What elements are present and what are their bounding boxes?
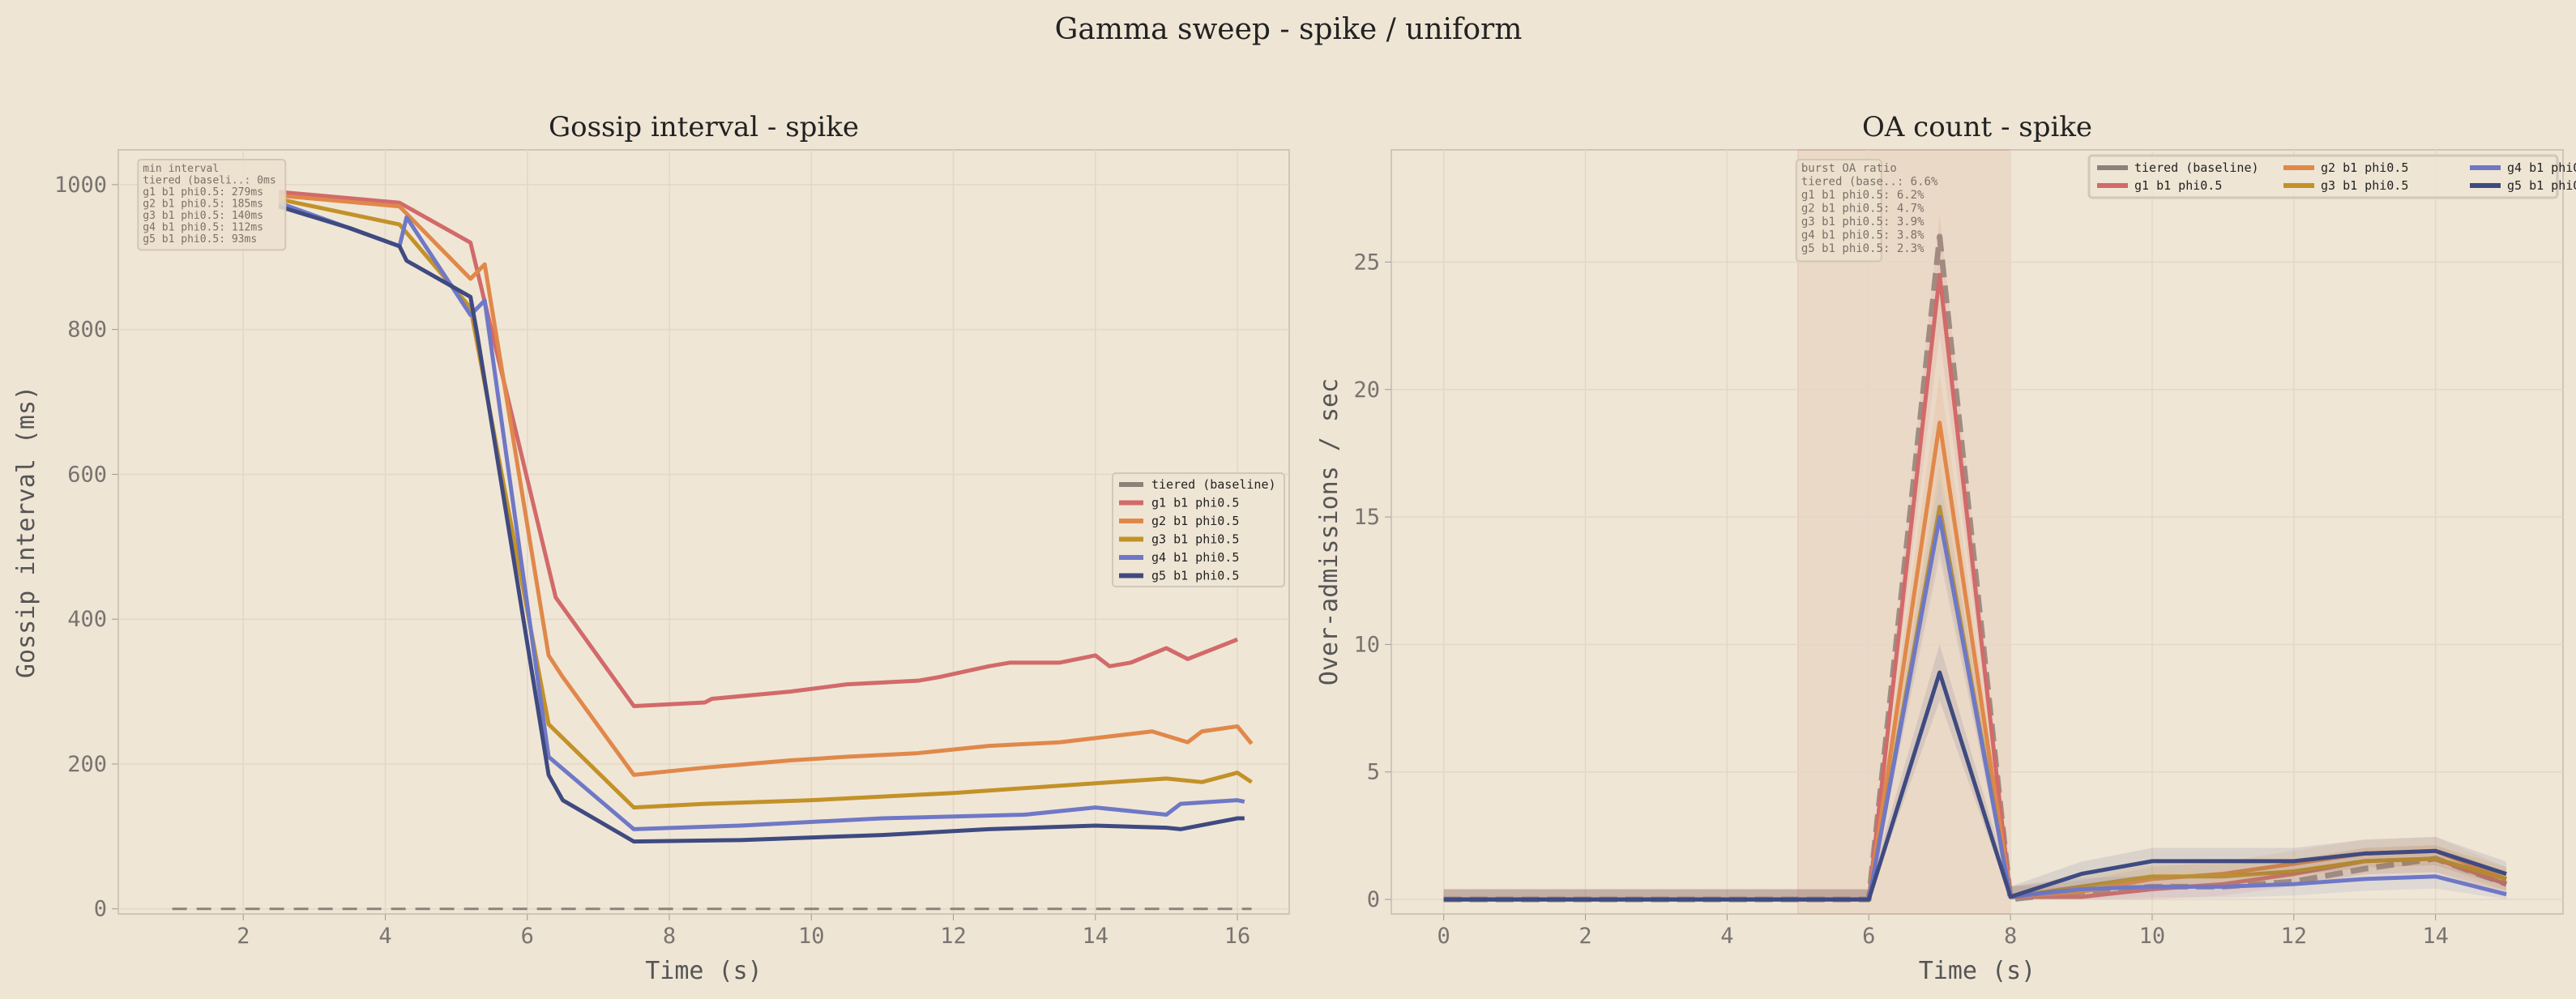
legend-label: g2 b1 phi0.5 xyxy=(2321,160,2408,175)
legend-frame xyxy=(1112,472,1285,587)
x-tick-label: 8 xyxy=(663,924,676,949)
y-tick-label: 0 xyxy=(1367,887,1380,912)
annotation-line: g1 b1 phi0.5: 6.2% xyxy=(1801,189,1925,202)
annotation-line: tiered (baseli..: 0ms xyxy=(143,175,276,187)
x-axis-label: Time (s) xyxy=(1919,957,2036,985)
legend-label: tiered (baseline) xyxy=(1151,477,1276,492)
y-tick-label: 15 xyxy=(1353,505,1380,530)
axes-title: Gossip interval - spike xyxy=(549,111,859,143)
y-tick-label: 20 xyxy=(1353,378,1380,403)
x-tick-label: 14 xyxy=(1083,924,1109,949)
y-tick-label: 5 xyxy=(1367,760,1380,785)
series-band xyxy=(1443,476,2507,900)
annotation-frame xyxy=(137,159,287,251)
y-tick-label: 200 xyxy=(67,752,107,777)
figure-suptitle: Gamma sweep - spike / uniform xyxy=(1055,13,1523,46)
x-tick-label: 10 xyxy=(798,924,825,949)
series-line-g5-b1-phi0-5 xyxy=(1443,670,2507,902)
annotation-line: g1 b1 phi0.5: 279ms xyxy=(143,186,263,199)
x-tick-label: 6 xyxy=(1862,924,1875,949)
annotation-line: min interval xyxy=(143,163,219,175)
legend-label: g4 b1 phi0.5 xyxy=(1151,550,1239,565)
y-tick-label: 800 xyxy=(67,318,107,343)
series-line-g1-b1-phi0-5 xyxy=(278,190,1238,708)
legend-label: g3 b1 phi0.5 xyxy=(1151,532,1239,547)
x-tick-label: 8 xyxy=(2004,924,2017,949)
y-axis-label: Gossip interval (ms) xyxy=(12,386,41,678)
legend-label: g1 b1 phi0.5 xyxy=(2134,178,2222,193)
x-tick-label: 6 xyxy=(521,924,534,949)
x-tick-label: 16 xyxy=(1224,924,1251,949)
annotation-line: g4 b1 phi0.5: 112ms xyxy=(143,222,263,234)
legend-label: tiered (baseline) xyxy=(2134,160,2259,175)
legend-label: g5 b1 phi0.5 xyxy=(1151,569,1239,583)
axes-1: 2 4 6 8 10 12 14 16 0 200 400 600 800 1000 Gossip inte… xyxy=(12,111,1290,985)
legend: tiered (baseline) g1 b1 phi0.5 g2 b1 phi0.… xyxy=(1112,472,1285,587)
x-tick-label: 12 xyxy=(2281,924,2308,949)
series-band xyxy=(1443,644,2507,900)
y-axis-label: Over-admissions / sec xyxy=(1315,378,1344,685)
annotation-line: burst OA ratio xyxy=(1801,162,1897,175)
annotation-line: g2 b1 phi0.5: 185ms xyxy=(143,199,263,211)
annotation-line: g5 b1 phi0.5: 93ms xyxy=(143,233,257,245)
x-tick-label: 0 xyxy=(1438,924,1450,949)
y-tick-label: 10 xyxy=(1353,632,1380,657)
x-tick-label: 4 xyxy=(1720,924,1733,949)
annotation-line: g3 b1 phi0.5: 3.9% xyxy=(1801,216,1925,228)
x-tick-label: 10 xyxy=(2139,924,2166,949)
y-tick-label: 25 xyxy=(1353,250,1380,275)
annotation-line: g2 b1 phi0.5: 4.7% xyxy=(1801,203,1925,216)
plot-area xyxy=(117,149,1290,915)
legend-label: g4 b1 phi0.5 xyxy=(2507,160,2576,175)
series-line-g4-b1-phi0-5 xyxy=(278,200,1245,831)
axes-title: OA count - spike xyxy=(1862,111,2092,143)
annotation-line: g3 b1 phi0.5: 140ms xyxy=(143,210,263,222)
x-tick-label: 2 xyxy=(237,924,250,949)
legend-label: g5 b1 phi0.5 xyxy=(2507,178,2576,193)
annotation-frame xyxy=(1795,159,1882,263)
x-tick-label: 14 xyxy=(2422,924,2449,949)
x-tick-label: 12 xyxy=(940,924,967,949)
series-line-g2-b1-phi0-5 xyxy=(278,193,1254,777)
axes-2: 0 2 4 6 8 10 12 14 0 5 10 15 20 25 OA count - spike Tim… xyxy=(1315,111,2576,985)
annotation-line: g5 b1 phi0.5: 2.3% xyxy=(1801,242,1925,255)
y-tick-label: 1000 xyxy=(54,173,107,198)
x-axis-label: Time (s) xyxy=(645,957,763,985)
series-band xyxy=(1443,465,2507,900)
annotation-line: tiered (base..: 6.6% xyxy=(1801,176,1938,189)
x-tick-label: 4 xyxy=(378,924,391,949)
series-line-g5-b1-phi0-5 xyxy=(278,204,1245,844)
legend-frame xyxy=(2087,154,2559,199)
legend-label: g3 b1 phi0.5 xyxy=(2321,178,2408,193)
legend: tiered (baseline) g1 b1 phi0.5 g2 b1 phi0.… xyxy=(2087,154,2576,199)
y-tick-label: 400 xyxy=(67,607,107,632)
x-tick-label: 2 xyxy=(1578,924,1591,949)
legend-label: g1 b1 phi0.5 xyxy=(1151,496,1239,510)
y-tick-label: 0 xyxy=(94,897,107,922)
series-band xyxy=(1443,214,2507,900)
legend-label: g2 b1 phi0.5 xyxy=(1151,514,1239,528)
y-tick-label: 600 xyxy=(67,462,107,487)
annotation-line: g4 b1 phi0.5: 3.8% xyxy=(1801,229,1925,242)
series-band xyxy=(1443,374,2507,900)
series-line-tiered-baseline- xyxy=(1443,233,2508,903)
